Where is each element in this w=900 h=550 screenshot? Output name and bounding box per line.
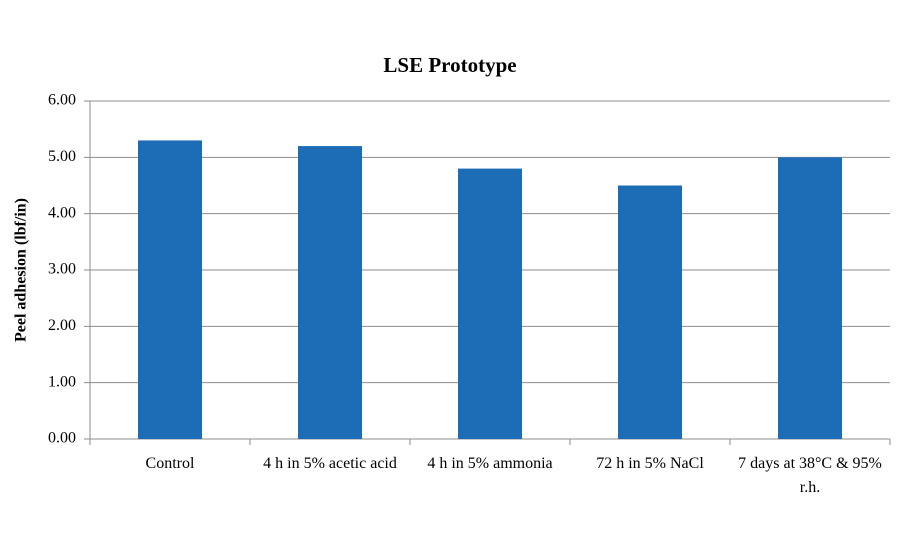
chart-title: LSE Prototype [383, 53, 516, 77]
bar [458, 168, 522, 439]
y-tick-label: 0.00 [48, 430, 76, 447]
x-tick-label: 4 h in 5% ammonia [427, 455, 553, 472]
y-tick-label: 5.00 [48, 148, 76, 165]
y-tick-label: 1.00 [48, 373, 76, 390]
bar [778, 157, 842, 440]
y-axis-label: Peel adhesion (lbf/in) [13, 198, 30, 342]
bar [618, 185, 682, 439]
y-tick-label: 2.00 [48, 317, 76, 334]
x-tick-label: 4 h in 5% acetic acid [263, 455, 397, 472]
x-tick-label: Control [145, 455, 195, 472]
bar [298, 146, 362, 440]
x-tick-label: 72 h in 5% NaCl [596, 455, 704, 472]
x-tick-label: 7 days at 38°C & 95% r.h. [738, 455, 882, 496]
y-tick-label: 6.00 [48, 92, 76, 109]
bar [138, 140, 202, 439]
y-tick-label: 4.00 [48, 204, 76, 221]
y-tick-label: 3.00 [48, 261, 76, 278]
